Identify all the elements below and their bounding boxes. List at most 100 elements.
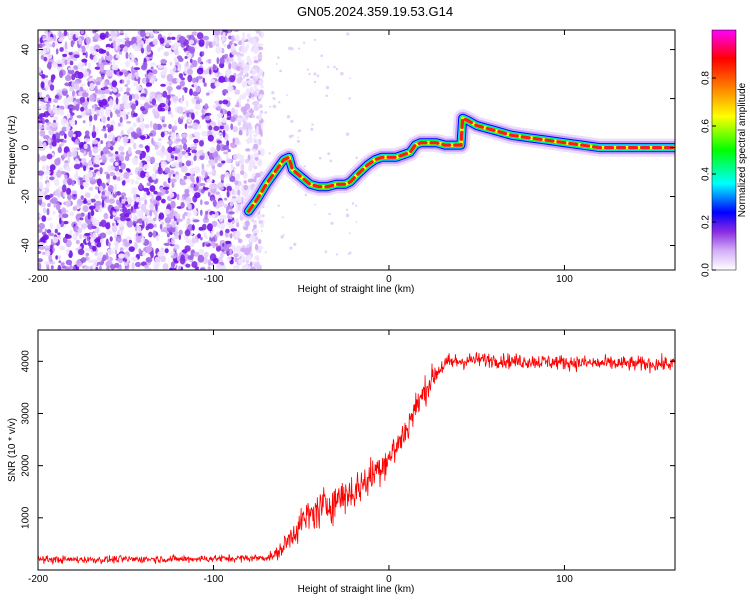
noise-blob (249, 58, 252, 66)
noise-blob (151, 69, 158, 75)
noise-speckle (329, 159, 333, 163)
noise-blob (226, 185, 232, 192)
noise-blob (252, 65, 259, 70)
noise-speckle (351, 202, 355, 205)
noise-blob (38, 120, 43, 124)
noise-blob (65, 98, 70, 105)
noise-blob (230, 162, 234, 171)
noise-blob (160, 59, 168, 64)
noise-blob (159, 255, 167, 263)
noise-speckle (277, 56, 280, 59)
noise-blob (253, 105, 259, 111)
noise-blob (91, 50, 98, 56)
noise-blob (207, 58, 212, 64)
noise-speckle (314, 203, 317, 206)
noise-blob (156, 91, 161, 95)
noise-blob (38, 72, 43, 76)
noise-blob (167, 238, 170, 244)
noise-blob (187, 203, 192, 210)
noise-blob (176, 78, 182, 84)
noise-blob (170, 178, 177, 183)
noise-blob (49, 222, 54, 229)
noise-blob (46, 217, 53, 221)
noise-blob (73, 65, 79, 70)
noise-blob (215, 191, 220, 195)
noise-blob (220, 222, 226, 229)
noise-blob (252, 46, 260, 54)
noise-blob (258, 104, 263, 109)
noise-speckle (316, 74, 320, 78)
noise-blob (258, 43, 264, 47)
noise-blob (81, 111, 86, 117)
noise-blob (58, 31, 62, 38)
noise-blob (135, 73, 139, 80)
noise-blob (230, 123, 234, 130)
noise-blob (92, 146, 99, 154)
noise-blob (41, 231, 47, 235)
noise-blob (199, 183, 206, 186)
noise-blob (90, 107, 95, 114)
noise-blob (113, 64, 119, 71)
noise-blob (188, 113, 192, 118)
y-tick-label: -40 (21, 238, 32, 253)
noise-blob (212, 104, 218, 109)
noise-blob (132, 122, 137, 128)
noise-blob (176, 85, 182, 90)
noise-blob (166, 73, 174, 82)
noise-blob (58, 212, 64, 220)
noise-blob (107, 178, 111, 184)
noise-blob (102, 146, 109, 155)
colorbar-tick-label: 0.0 (701, 263, 712, 277)
noise-blob (93, 156, 100, 164)
noise-blob (50, 261, 56, 265)
noise-blob (101, 199, 105, 208)
noise-blob (71, 147, 77, 152)
noise-blob (42, 141, 47, 149)
noise-blob (125, 52, 129, 59)
noise-blob (113, 246, 119, 251)
noise-blob (160, 131, 165, 138)
noise-blob (79, 234, 82, 239)
noise-blob (228, 62, 232, 70)
noise-blob (92, 39, 98, 42)
noise-blob (57, 146, 62, 153)
noise-blob (187, 117, 192, 123)
noise-blob (165, 43, 170, 48)
noise-speckle (355, 204, 358, 207)
noise-blob (172, 267, 177, 270)
noise-blob (139, 103, 145, 107)
noise-blob (52, 105, 57, 114)
noise-blob (232, 126, 238, 133)
noise-blob (100, 94, 106, 101)
noise-blob (109, 236, 113, 242)
noise-blob (222, 99, 229, 105)
noise-blob (236, 195, 243, 204)
noise-blob (128, 239, 132, 244)
noise-blob (149, 209, 153, 217)
noise-blob (207, 188, 210, 193)
noise-speckle (348, 251, 352, 255)
noise-blob (115, 96, 119, 105)
noise-blob (103, 61, 108, 65)
noise-blob (247, 89, 250, 97)
noise-blob (98, 265, 102, 270)
noise-blob (96, 126, 99, 135)
noise-blob (235, 263, 240, 270)
noise-blob (112, 40, 116, 49)
noise-blob (139, 117, 143, 123)
noise-blob (193, 155, 197, 162)
noise-speckle (277, 204, 280, 207)
noise-blob (46, 266, 50, 270)
noise-blob (253, 56, 257, 60)
noise-blob (226, 58, 229, 62)
spectrogram-x-ticks: -200 -100 0 100 (28, 30, 573, 285)
noise-blob (229, 248, 232, 256)
noise-blob (249, 235, 256, 243)
noise-blob (118, 51, 123, 55)
noise-blob (180, 182, 187, 186)
noise-blob (171, 261, 176, 268)
noise-blob (236, 65, 241, 72)
noise-blob (83, 104, 88, 111)
noise-blob (260, 84, 264, 89)
noise-blob (131, 66, 134, 74)
